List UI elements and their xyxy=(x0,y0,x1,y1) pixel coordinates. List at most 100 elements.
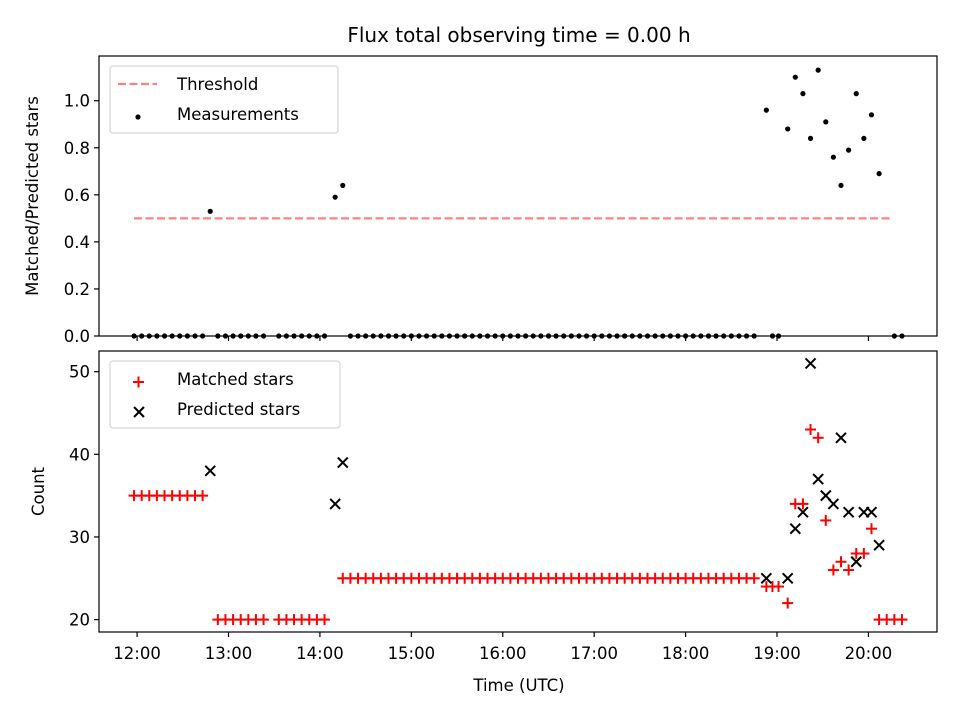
measurement-point xyxy=(785,126,791,132)
x-tick-label: 13:00 xyxy=(205,644,253,663)
predicted-star-stroke2 xyxy=(812,473,824,485)
matched-star-point xyxy=(835,556,847,568)
predicted-star-point xyxy=(337,456,349,469)
legend-item: Matched stars xyxy=(133,370,294,389)
legend: Matched stars Predicted stars xyxy=(109,360,341,429)
measurement-point xyxy=(853,91,859,97)
legend-box xyxy=(109,360,341,429)
measurement-point xyxy=(807,135,814,141)
measurement-point xyxy=(815,67,821,73)
predicted-star-point xyxy=(812,473,824,485)
predicted-star-stroke2 xyxy=(804,357,817,370)
predicted-star-stroke2 xyxy=(337,456,349,469)
x-tick-label: 18:00 xyxy=(662,644,710,663)
predicted-star-point xyxy=(850,556,862,568)
measurement-point xyxy=(830,154,836,160)
predicted-star-point xyxy=(760,572,773,584)
predicted-star-point xyxy=(789,522,802,535)
measurement-point xyxy=(868,112,875,118)
matched-star-point xyxy=(748,572,760,584)
predicted-star-stroke2 xyxy=(865,506,878,518)
matched-star-point xyxy=(827,564,839,576)
matched-star-point xyxy=(773,581,785,593)
y-tick-label: 0.2 xyxy=(64,280,90,299)
predicted-star-point xyxy=(842,506,855,518)
legend-label: Predicted stars xyxy=(177,400,300,419)
x-tick-label: 14:00 xyxy=(296,644,344,663)
bottom-subplot: 12:00 13:00 14:00 15:00 16:00 17:00 18:00 19:00… xyxy=(29,350,938,663)
measurement-point xyxy=(792,74,798,80)
matched-star-point xyxy=(858,547,870,559)
chart-title: Flux total observing time = 0.00 h xyxy=(347,23,690,47)
matched-star-point xyxy=(197,490,209,502)
predicted-star-stroke2 xyxy=(850,556,862,568)
matched-star-point xyxy=(896,614,908,626)
y-tick-label: 0.0 xyxy=(64,327,90,346)
matched-star-point xyxy=(865,523,877,535)
y-tick-label: 30 xyxy=(69,528,90,547)
measurement-point xyxy=(800,91,806,97)
predicted-star-point xyxy=(827,498,840,510)
predicted-star-point xyxy=(797,506,809,518)
x-tick-label: 19:00 xyxy=(753,644,801,663)
measurement-point xyxy=(846,147,852,153)
measurement-point xyxy=(838,182,844,189)
legend-item: Threshold xyxy=(118,75,258,94)
x-axis-label: Time (UTC) xyxy=(472,676,564,695)
measurement-point xyxy=(340,182,346,189)
predicted-star-stroke2 xyxy=(835,432,847,444)
predicted-star-stroke2 xyxy=(329,498,341,510)
x-tick-label: 15:00 xyxy=(388,644,436,663)
predicted-star-point xyxy=(865,506,878,518)
predicted-star-point xyxy=(329,498,341,510)
measurement-point xyxy=(763,107,769,113)
measurement-point xyxy=(861,135,867,141)
predicted-star-point xyxy=(204,465,216,477)
predicted-star-stroke2 xyxy=(789,522,802,535)
predicted-star-stroke2 xyxy=(873,539,885,551)
legend-label: Matched stars xyxy=(177,370,294,389)
predicted-star-stroke2 xyxy=(760,572,773,584)
predicted-star-stroke2 xyxy=(797,506,809,518)
legend-item: Predicted stars xyxy=(133,400,300,419)
y-axis-label: Matched/Predicted stars xyxy=(23,96,42,296)
legend: Threshold Measurements xyxy=(109,65,339,134)
predicted-star-stroke2 xyxy=(204,465,216,477)
measurement-point xyxy=(207,208,213,214)
x-tick-label: 20:00 xyxy=(845,644,893,663)
matched-star-point xyxy=(782,597,794,609)
plot-frame xyxy=(98,350,938,633)
y-tick-label: 0.6 xyxy=(64,186,90,205)
predicted-star-point xyxy=(804,357,817,370)
matched-star-point xyxy=(843,564,855,576)
measurement-point xyxy=(823,119,829,125)
matched-star-point xyxy=(318,614,330,626)
matched-star-point xyxy=(258,614,270,626)
predicted-star-point xyxy=(781,572,794,584)
y-tick-label: 0.4 xyxy=(64,233,90,252)
y-tick-label: 0.8 xyxy=(64,139,90,158)
y-tick-label: 20 xyxy=(69,611,90,630)
measurement-point xyxy=(876,171,882,177)
legend-predicted-stroke2 xyxy=(133,406,145,418)
predicted-star-stroke2 xyxy=(781,572,794,584)
legend-item: Measurements xyxy=(135,105,299,124)
x-tick-label: 12:00 xyxy=(113,644,161,663)
legend-box xyxy=(109,65,339,134)
matched-star-point xyxy=(805,424,817,436)
x-tick-label: 16:00 xyxy=(479,644,527,663)
y-tick-label: 1.0 xyxy=(64,92,90,111)
measurement-point xyxy=(332,194,338,200)
legend-label: Measurements xyxy=(177,105,299,124)
matched-star-point xyxy=(797,498,809,510)
y-tick-label: 40 xyxy=(69,445,90,464)
predicted-star-stroke2 xyxy=(820,489,832,502)
predicted-star-point xyxy=(873,539,885,551)
legend-measurement-swatch xyxy=(135,114,141,120)
top-subplot: 0.0 0.2 0.4 0.6 0.8 1.0 Matched/Predicted star… xyxy=(23,55,938,346)
legend-label: Threshold xyxy=(176,75,258,94)
y-tick-label: 50 xyxy=(69,363,90,382)
predicted-star-stroke2 xyxy=(827,498,840,510)
predicted-star-point xyxy=(835,432,847,444)
